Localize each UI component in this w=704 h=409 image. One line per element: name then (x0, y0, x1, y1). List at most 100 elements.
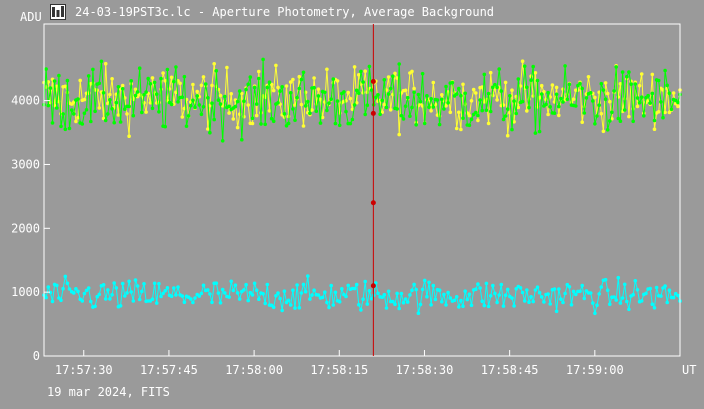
data-point (106, 112, 110, 116)
cursor-marker (370, 78, 376, 84)
data-point (286, 298, 291, 303)
data-point (612, 295, 616, 299)
data-point (484, 108, 489, 112)
data-point (76, 115, 80, 120)
data-point (676, 293, 680, 298)
data-point (457, 86, 461, 91)
data-point (418, 99, 423, 104)
data-point (174, 65, 178, 69)
data-point (271, 88, 276, 93)
data-point (427, 105, 431, 109)
data-point (254, 102, 259, 106)
data-point (135, 284, 140, 288)
data-point (446, 290, 450, 295)
data-point (559, 96, 563, 101)
data-point (444, 303, 448, 307)
data-point (344, 294, 348, 299)
data-point (327, 101, 331, 105)
data-point (57, 296, 61, 300)
data-point (316, 94, 321, 98)
data-point (520, 99, 525, 104)
data-point (48, 290, 53, 295)
data-point (357, 73, 361, 77)
data-point (365, 103, 370, 107)
data-point (631, 119, 635, 124)
data-point (578, 289, 582, 294)
data-point (97, 81, 102, 86)
data-point (293, 306, 297, 310)
data-point (246, 298, 250, 303)
data-point (459, 298, 463, 303)
data-point (116, 113, 121, 117)
data-point (382, 102, 387, 107)
data-point (642, 114, 646, 118)
data-point (593, 311, 597, 316)
data-point (123, 294, 127, 298)
data-point (625, 299, 629, 304)
data-point (495, 300, 499, 305)
data-point (337, 300, 342, 304)
data-point (331, 303, 336, 307)
data-point (150, 297, 155, 302)
data-point (605, 128, 610, 132)
data-point (663, 110, 667, 115)
data-point (599, 81, 604, 86)
data-point (193, 296, 197, 300)
data-point (325, 108, 329, 113)
data-point (561, 300, 565, 305)
data-point (608, 99, 612, 104)
data-point (118, 120, 123, 124)
data-point (388, 86, 393, 91)
data-point (608, 302, 612, 307)
data-point (229, 92, 233, 96)
data-point (223, 94, 227, 99)
data-point (497, 293, 502, 297)
data-point (250, 116, 255, 121)
data-point (350, 117, 355, 122)
data-point (125, 112, 129, 116)
light-curve-plot[interactable]: 0 1000 2000 3000 4000 17:57:30 17:57:45 17:58:… (0, 0, 704, 380)
data-point (63, 274, 68, 279)
data-point (584, 96, 589, 100)
data-point (469, 99, 474, 103)
data-point (357, 302, 361, 307)
data-point (603, 277, 608, 282)
data-point (237, 89, 242, 93)
data-point (165, 286, 170, 290)
data-point (61, 286, 65, 291)
data-point (93, 304, 97, 309)
data-point (488, 294, 493, 298)
data-point (574, 104, 578, 108)
data-point (403, 88, 408, 93)
data-point (348, 96, 353, 101)
data-point (103, 61, 108, 66)
data-point (165, 67, 170, 72)
data-point (454, 92, 459, 96)
data-point (218, 93, 223, 98)
data-point (286, 121, 291, 126)
data-point (408, 114, 412, 118)
data-point (106, 101, 110, 106)
data-point (291, 77, 295, 82)
data-point (463, 289, 468, 294)
data-point (448, 110, 453, 115)
data-point (242, 99, 246, 103)
data-point (176, 100, 180, 104)
data-point (144, 90, 148, 94)
data-point (131, 299, 136, 303)
data-point (395, 291, 399, 296)
data-point (142, 93, 146, 97)
data-point (182, 74, 187, 79)
data-point (501, 304, 506, 308)
data-point (120, 83, 125, 88)
data-point (520, 290, 525, 295)
data-point (412, 90, 416, 95)
data-point (425, 294, 429, 299)
data-point (548, 105, 552, 109)
data-point (571, 289, 576, 294)
data-point (297, 305, 302, 310)
data-point (295, 283, 299, 287)
data-point (431, 283, 436, 288)
data-point (440, 299, 444, 304)
data-point (629, 82, 633, 86)
